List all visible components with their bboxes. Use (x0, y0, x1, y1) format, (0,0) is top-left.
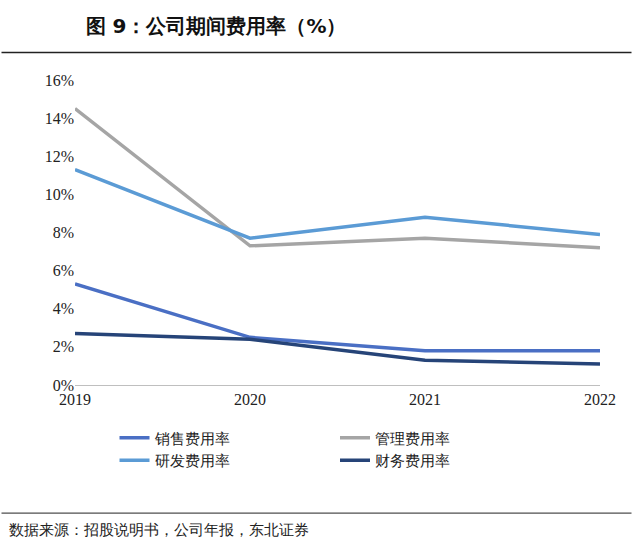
svg-text:14%: 14% (45, 110, 74, 127)
svg-text:2021: 2021 (409, 391, 441, 408)
svg-text:财务费用率: 财务费用率 (375, 452, 450, 470)
svg-text:2022: 2022 (584, 391, 616, 408)
svg-text:管理费用率: 管理费用率 (375, 430, 450, 448)
svg-text:销售费用率: 销售费用率 (154, 430, 230, 448)
svg-text:16%: 16% (45, 72, 74, 89)
svg-text:6%: 6% (53, 262, 74, 279)
svg-text:2019: 2019 (59, 391, 91, 408)
svg-text:4%: 4% (53, 300, 74, 317)
svg-text:8%: 8% (53, 224, 74, 241)
svg-text:研发费用率: 研发费用率 (155, 452, 230, 470)
svg-text:12%: 12% (45, 148, 74, 165)
svg-text:10%: 10% (45, 186, 74, 203)
svg-text:图 9：公司期间费用率（%）: 图 9：公司期间费用率（%） (86, 14, 347, 38)
svg-text:2%: 2% (53, 338, 74, 355)
svg-text:2020: 2020 (234, 391, 266, 408)
svg-text:数据来源：招股说明书，公司年报，东北证券: 数据来源：招股说明书，公司年报，东北证券 (9, 521, 309, 539)
svg-text:0%: 0% (53, 377, 74, 394)
